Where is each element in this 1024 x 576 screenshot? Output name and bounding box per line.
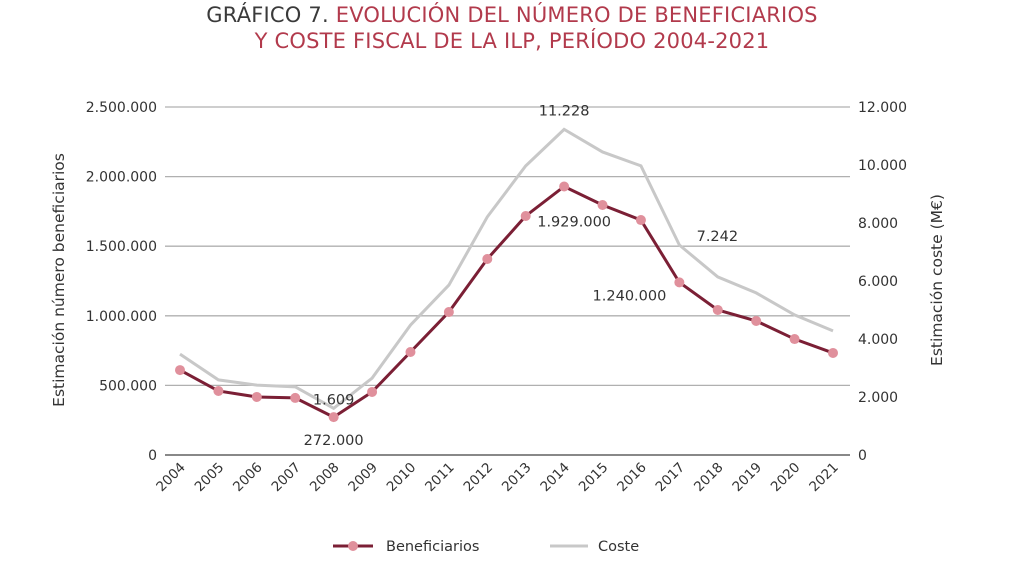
beneficiarios-point [405,346,416,357]
y2-axis-label: Estimación coste (M€) [928,194,946,366]
y2-tick-label: 2.000 [858,390,898,406]
beneficiarios-point [482,254,493,265]
beneficiarios-point [290,392,301,403]
beneficiarios-point [828,347,838,358]
beneficiarios-point [328,412,339,423]
y2-tick-label: 0 [858,448,867,464]
x-tick-label: 2015 [576,460,612,496]
legend-coste-label: Coste [598,539,639,555]
x-tick-label: 2010 [384,460,420,496]
x-tick-label: 2008 [307,460,343,496]
y-tick-label: 500.000 [99,378,157,394]
beneficiarios-point [213,385,224,396]
title-prefix: GRÁFICO 7. [206,3,329,27]
beneficiarios-point [175,365,185,376]
x-tick-label: 2017 [653,460,689,496]
x-tick-label: 2004 [153,460,189,496]
x-tick-label: 2011 [422,460,458,496]
y2-tick-label: 12.000 [858,100,907,116]
y-tick-label: 1.500.000 [86,239,157,255]
data-label: 1.609 [313,392,355,408]
y2-tick-label: 6.000 [858,274,898,290]
x-tick-label: 2018 [691,460,727,496]
y2-tick-label: 8.000 [858,216,898,232]
chart-title: GRÁFICO 7. EVOLUCIÓN DEL NÚMERO DE BENEF… [0,2,1024,54]
data-label: 272.000 [304,433,364,449]
legend-beneficiarios-marker [348,541,358,551]
x-tick-label: 2016 [614,460,650,496]
y-tick-label: 0 [148,448,157,464]
data-label: 1.240.000 [593,288,667,304]
x-tick-label: 2006 [230,460,266,496]
x-tick-label: 2014 [537,460,573,496]
beneficiarios-point [674,277,685,288]
x-tick-label: 2021 [806,460,842,496]
coste-line [179,127,834,411]
x-tick-label: 2007 [268,460,304,496]
x-tick-label: 2020 [768,460,804,496]
x-tick-label: 2009 [345,460,381,496]
title-line1: EVOLUCIÓN DEL NÚMERO DE BENEFICIARIOS [335,3,818,27]
legend-beneficiarios-label: Beneficiarios [386,539,479,555]
data-label: 7.242 [697,229,739,245]
x-tick-label: 2019 [729,460,765,496]
beneficiarios-line [179,184,834,419]
x-tick-label: 2005 [192,460,228,496]
beneficiarios-point [789,334,800,345]
beneficiarios-point [635,215,646,226]
y2-tick-label: 10.000 [858,158,907,174]
beneficiarios-point [251,391,262,402]
beneficiarios-point [751,315,762,326]
y-axis-label: Estimación número beneficiarios [50,153,68,407]
y2-tick-label: 4.000 [858,332,898,348]
x-tick-label: 2013 [499,460,535,496]
beneficiarios-point [520,210,531,221]
beneficiarios-point [597,199,608,210]
y-tick-label: 1.000.000 [86,309,157,325]
beneficiarios-point [712,304,723,315]
x-tick-label: 2012 [461,460,497,496]
title-line2: Y COSTE FISCAL DE LA ILP, PERÍODO 2004-2… [254,29,770,53]
y-tick-label: 2.000.000 [86,170,157,186]
beneficiarios-point [367,386,378,397]
beneficiarios-point [443,307,454,318]
beneficiarios-point [559,181,570,192]
data-label: 1.929.000 [537,214,611,230]
y-tick-label: 2.500.000 [86,100,157,116]
data-label: 11.228 [539,103,590,119]
